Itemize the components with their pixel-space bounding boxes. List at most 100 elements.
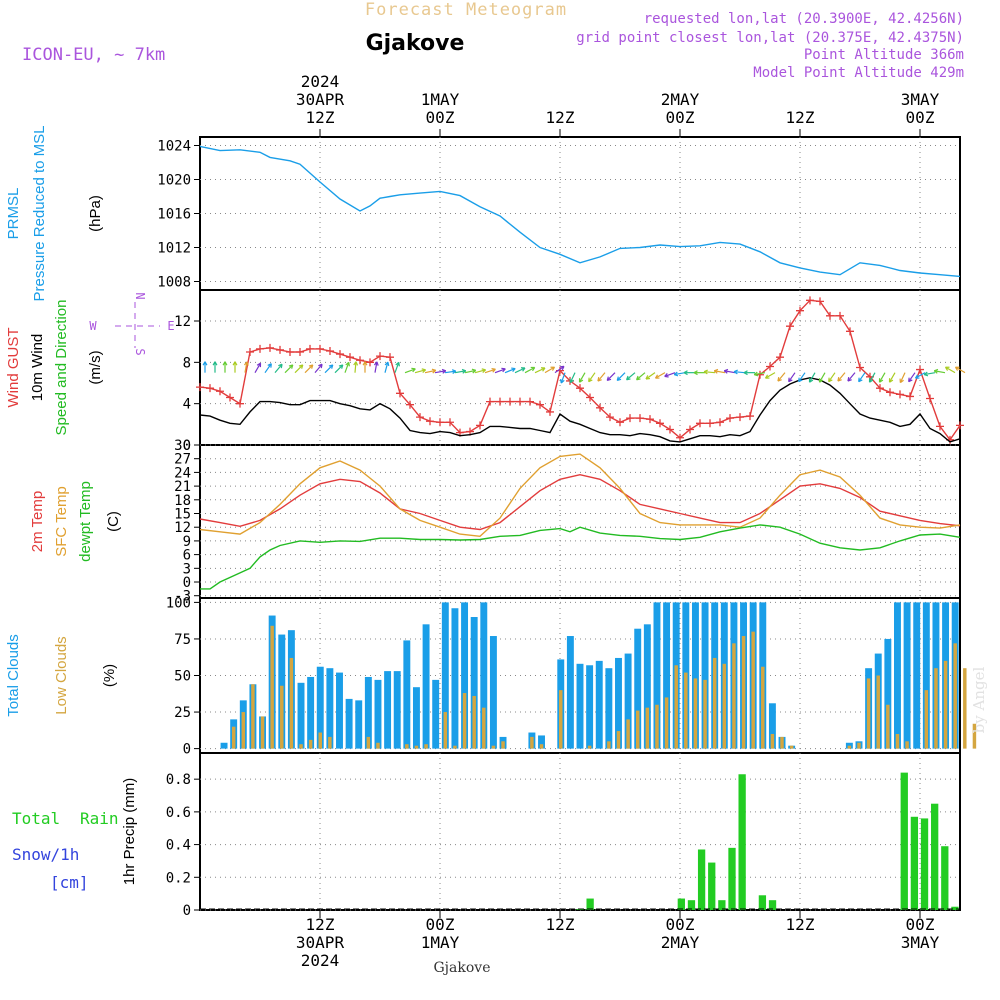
wind-arrow xyxy=(334,364,344,374)
y-axis-title: (hPa) xyxy=(87,195,104,232)
bar-low xyxy=(712,657,717,749)
wind-arrow-head xyxy=(606,376,612,382)
ytick-label: 24 xyxy=(174,465,191,481)
wind-arrow-head xyxy=(338,364,344,369)
bar-total xyxy=(220,742,228,749)
bar-total xyxy=(903,602,911,749)
wind-arrow-head xyxy=(232,361,238,366)
bar-low xyxy=(857,742,861,749)
bottom-tick-label: 12Z xyxy=(786,915,815,934)
bottom-tick-label: 00Z xyxy=(426,915,455,934)
wind-arrow-head xyxy=(560,378,565,384)
gust-marker xyxy=(846,327,854,336)
wind-arrow-head xyxy=(559,365,565,371)
wind-arrow-head xyxy=(501,367,506,373)
grid-point-coords: grid point closest lon,lat (20.375E, 42.… xyxy=(576,30,964,46)
wind-arrow xyxy=(924,372,936,376)
bar-total xyxy=(922,602,930,749)
gust-marker xyxy=(816,297,824,306)
bar-low xyxy=(328,736,332,749)
wind-arrow xyxy=(444,370,456,374)
panel-clouds: 0 25 50 75 100 xyxy=(166,595,977,758)
wind-arrow xyxy=(636,372,646,381)
wind-arrow-head xyxy=(673,371,679,377)
wind-arrow-head xyxy=(353,361,359,366)
gust-marker xyxy=(256,344,264,353)
bar-low xyxy=(674,665,678,749)
bar-low xyxy=(866,678,871,749)
wind-arrow xyxy=(394,362,400,373)
wind-arrow-head xyxy=(899,378,904,384)
wind-arrow-head xyxy=(764,374,770,379)
ytick-label: 12 xyxy=(174,520,191,536)
wind-arrow xyxy=(484,368,496,374)
wind-arrow xyxy=(858,372,866,383)
gust-marker xyxy=(606,413,614,422)
wind-arrow xyxy=(414,369,426,374)
wind-arrow xyxy=(314,363,323,374)
y-axis-title: (%) xyxy=(101,664,118,687)
gust-marker xyxy=(276,345,284,354)
wind-arrow xyxy=(606,372,616,381)
wind-arrow xyxy=(294,364,304,374)
ytick-label: 25 xyxy=(174,705,191,721)
wind-arrow-head xyxy=(645,375,651,380)
requested-coords: requested lon,lat (20.3900E, 42.4256N) xyxy=(644,11,964,27)
wind-arrow xyxy=(868,372,876,383)
wind-arrow xyxy=(945,366,956,374)
wind-arrow-head xyxy=(868,378,874,383)
wind-arrow-head xyxy=(243,361,249,366)
gust-marker xyxy=(796,306,804,315)
wind-arrow-head xyxy=(626,375,631,381)
top-tick-label: 12Z xyxy=(786,108,815,127)
bottom-tick-label: 12Z xyxy=(546,915,575,934)
y-axis-title: Speed and Direction xyxy=(53,300,70,436)
bar-low xyxy=(789,745,794,749)
wind-arrow xyxy=(733,371,746,374)
bar-rain xyxy=(941,846,949,910)
bar-total xyxy=(403,640,411,749)
bar-low xyxy=(280,685,284,749)
bar-low xyxy=(943,660,948,749)
top-tick-label: 12Z xyxy=(546,108,575,127)
bar-rain xyxy=(951,906,959,910)
wind-arrow-head xyxy=(693,370,698,376)
wind-arrow-head xyxy=(451,369,457,375)
gust-marker xyxy=(716,418,724,427)
wind-arrow xyxy=(304,364,314,374)
bar-low xyxy=(482,707,486,749)
top-tick-label: 00Z xyxy=(666,108,695,127)
wind-arrow-head xyxy=(954,366,960,371)
gust-marker xyxy=(876,384,884,393)
bar-total xyxy=(595,660,603,749)
wind-arrow-head xyxy=(471,368,477,374)
gust-marker xyxy=(296,348,304,356)
y-axis-title: SFC Temp xyxy=(53,486,70,557)
wind-arrow-head xyxy=(597,377,602,382)
bar-low xyxy=(635,710,640,749)
wind-arrow-head xyxy=(703,369,708,375)
wind-arrow-head xyxy=(318,363,323,369)
bar-low xyxy=(308,739,313,749)
bar-low xyxy=(501,741,505,749)
panel-pressure: 1008 1012 1016 1020 1024 xyxy=(157,136,961,291)
bar-total xyxy=(393,671,401,749)
gust-marker xyxy=(396,389,404,398)
series-line-wind10 xyxy=(199,377,961,443)
wind-arrow-head xyxy=(441,368,447,374)
gust-marker xyxy=(696,419,704,428)
bar-total xyxy=(768,703,776,749)
wind-arrow-head xyxy=(362,361,368,366)
ytick-label: 0 xyxy=(183,742,191,758)
wind-arrow-head xyxy=(878,378,884,383)
y-axis-title: Total Clouds xyxy=(5,634,22,717)
ytick-label: 27 xyxy=(174,452,191,468)
bar-low xyxy=(645,707,650,749)
wind-arrow xyxy=(878,372,886,383)
wind-arrow-head xyxy=(328,364,334,369)
wind-arrow xyxy=(454,370,466,374)
ytick-label: 21 xyxy=(174,479,191,495)
wind-arrow-head xyxy=(914,374,920,379)
gust-marker xyxy=(536,400,544,409)
